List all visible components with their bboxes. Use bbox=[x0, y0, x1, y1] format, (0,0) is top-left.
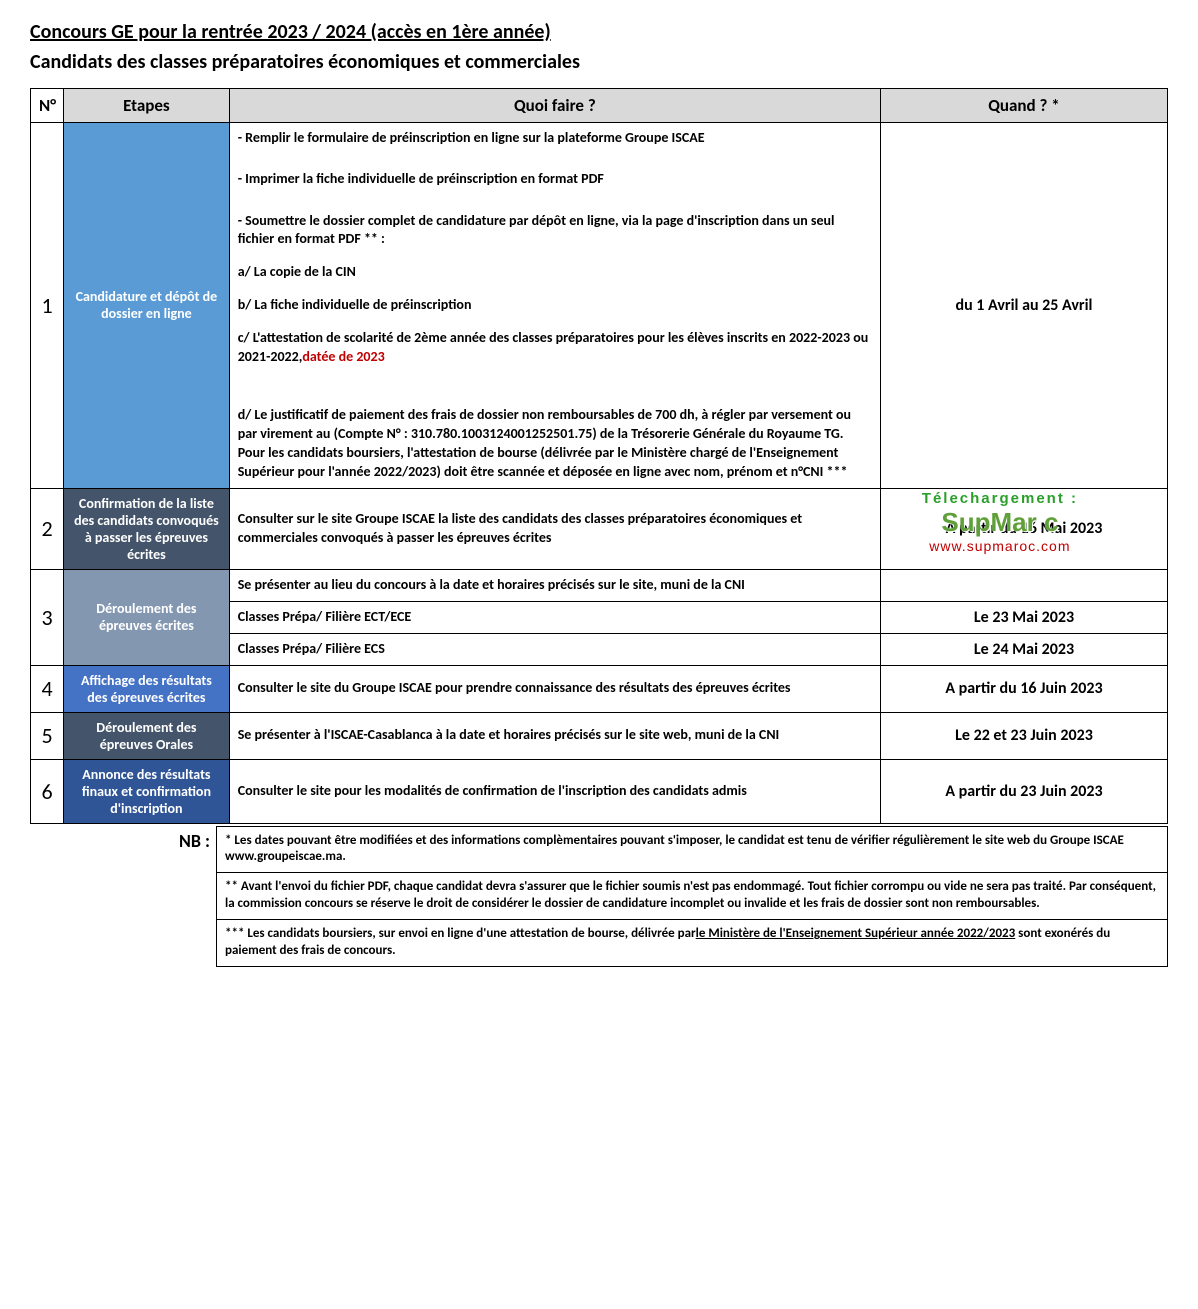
step-date: Le 24 Mai 2023 bbox=[880, 633, 1167, 665]
step-date: Le 23 Mai 2023 bbox=[880, 601, 1167, 633]
col-header-num: N° bbox=[31, 89, 64, 123]
step-number: 3 bbox=[31, 569, 64, 665]
step-description: Consulter sur le site Groupe ISCAE la li… bbox=[229, 488, 880, 569]
step-description: - Remplir le formulaire de préinscriptio… bbox=[229, 123, 880, 489]
step-number: 2 bbox=[31, 488, 64, 569]
page-title: Concours GE pour la rentrée 2023 / 2024 … bbox=[30, 20, 1168, 44]
step-date: Le 22 et 23 Juin 2023 bbox=[880, 712, 1167, 759]
step-date: A partir du 16 Mai 2023 bbox=[880, 488, 1167, 569]
step-number: 6 bbox=[31, 759, 64, 823]
notes-section: NB : * Les dates pouvant être modifiées … bbox=[30, 826, 1168, 967]
table-header-row: N° Etapes Quoi faire ? Quand ? * bbox=[31, 89, 1168, 123]
step-label: Confirmation de la liste des candidats c… bbox=[64, 488, 230, 569]
step-number: 1 bbox=[31, 123, 64, 489]
step-description: Se présenter au lieu du concours à la da… bbox=[229, 569, 880, 601]
table-row: 4Affichage des résultats des épreuves éc… bbox=[31, 665, 1168, 712]
table-row: 6Annonce des résultats finaux et confirm… bbox=[31, 759, 1168, 823]
col-header-etapes: Etapes bbox=[64, 89, 230, 123]
step-number: 4 bbox=[31, 665, 64, 712]
step-label: Déroulement des épreuves écrites bbox=[64, 569, 230, 665]
col-header-quoi: Quoi faire ? bbox=[229, 89, 880, 123]
table-row: 1Candidature et dépôt de dossier en lign… bbox=[31, 123, 1168, 489]
step-date: A partir du 23 Juin 2023 bbox=[880, 759, 1167, 823]
step-description: Classes Prépa/ Filière ECT/ECE bbox=[229, 601, 880, 633]
step-description: Consulter le site pour les modalités de … bbox=[229, 759, 880, 823]
note-1: * Les dates pouvant être modifiées et de… bbox=[217, 826, 1168, 873]
steps-table: N° Etapes Quoi faire ? Quand ? * 1Candid… bbox=[30, 88, 1168, 824]
table-row: 5Déroulement des épreuves OralesSe prése… bbox=[31, 712, 1168, 759]
step-description: Se présenter à l'ISCAE-Casablanca à la d… bbox=[229, 712, 880, 759]
step-description: Classes Prépa/ Filière ECS bbox=[229, 633, 880, 665]
step-number: 5 bbox=[31, 712, 64, 759]
step-description: Consulter le site du Groupe ISCAE pour p… bbox=[229, 665, 880, 712]
step-date: du 1 Avril au 25 Avril bbox=[880, 123, 1167, 489]
step-date: A partir du 16 Juin 2023 bbox=[880, 665, 1167, 712]
page-subtitle: Candidats des classes préparatoires écon… bbox=[30, 50, 1168, 74]
note-2: ** Avant l'envoi du fichier PDF, chaque … bbox=[217, 873, 1168, 920]
step-date bbox=[880, 569, 1167, 601]
step-label: Affichage des résultats des épreuves écr… bbox=[64, 665, 230, 712]
table-row: 2Confirmation de la liste des candidats … bbox=[31, 488, 1168, 569]
step-label: Candidature et dépôt de dossier en ligne bbox=[64, 123, 230, 489]
nb-label: NB : bbox=[30, 826, 216, 852]
notes-table: * Les dates pouvant être modifiées et de… bbox=[216, 826, 1168, 967]
note-3: *** Les candidats boursiers, sur envoi e… bbox=[217, 920, 1168, 967]
table-row: 3Déroulement des épreuves écritesSe prés… bbox=[31, 569, 1168, 601]
step-label: Déroulement des épreuves Orales bbox=[64, 712, 230, 759]
step-label: Annonce des résultats finaux et confirma… bbox=[64, 759, 230, 823]
col-header-quand: Quand ? * bbox=[880, 89, 1167, 123]
